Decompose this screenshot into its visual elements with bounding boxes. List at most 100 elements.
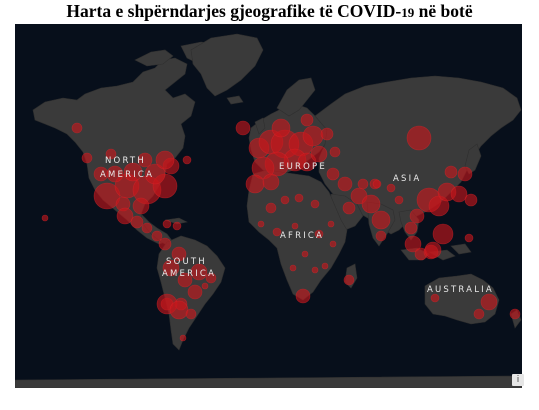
case-bubble[interactable] [123,162,143,182]
label-australia: AUSTRALIA [427,285,494,295]
map-title-number: 19 [401,5,415,20]
right-margin [522,24,539,410]
case-bubble[interactable] [406,125,432,151]
case-bubble[interactable] [301,250,309,258]
case-bubbles [41,113,521,342]
case-bubble[interactable] [185,308,197,320]
case-bubble[interactable] [155,150,175,170]
case-bubble[interactable] [424,241,442,259]
case-bubble[interactable] [473,308,485,320]
case-bubble[interactable] [444,165,458,179]
case-bubble[interactable] [271,118,291,138]
label-south-america-line1: SOUTH [166,257,207,267]
case-bubble[interactable] [190,263,208,281]
case-bubble[interactable] [314,229,324,239]
case-bubble[interactable] [81,152,93,164]
label-africa: AFRICA [280,231,324,241]
case-bubble[interactable] [357,178,369,190]
case-bubble[interactable] [162,219,172,229]
info-icon[interactable]: i [512,374,524,386]
case-bubble[interactable] [71,122,83,134]
case-bubble[interactable] [450,185,468,203]
case-bubble[interactable] [509,308,521,320]
case-bubble[interactable] [310,199,320,209]
case-bubble[interactable] [294,193,304,203]
case-bubble[interactable] [327,220,335,228]
label-asia: ASIA [393,174,421,184]
map-title-main: Harta e shpërndarjes gjeografike të COVI… [66,1,402,21]
world-map[interactable]: NORTH AMERICA EUROPE ASIA AFRICA SOUTH A… [15,24,522,388]
case-bubble[interactable] [141,222,153,234]
case-bubble[interactable] [205,272,217,284]
case-bubble[interactable] [179,334,187,342]
case-bubble[interactable] [130,215,144,229]
label-north-america-line2: AMERICA [100,170,154,180]
case-bubble[interactable] [404,235,422,253]
world-map-svg: NORTH AMERICA EUROPE ASIA AFRICA SOUTH A… [15,33,522,388]
case-bubble[interactable] [404,221,418,235]
case-bubble[interactable] [187,284,203,300]
land-caribbean [164,217,188,225]
case-bubble[interactable] [300,113,314,127]
label-south-america-line2: AMERICA [162,269,216,279]
case-bubble[interactable] [172,221,182,231]
case-bubble[interactable] [480,293,498,311]
case-bubble[interactable] [457,166,473,182]
case-bubble[interactable] [464,193,478,207]
case-bubble[interactable] [326,167,340,181]
case-bubble[interactable] [409,208,425,224]
case-bubble[interactable] [182,155,192,165]
case-bubble[interactable] [386,183,396,193]
case-bubble[interactable] [162,259,180,277]
case-bubble[interactable] [169,300,189,320]
map-title-tail: në botë [414,1,473,21]
case-bubble[interactable] [430,293,440,303]
case-bubble[interactable] [132,197,150,215]
case-bubble[interactable] [158,237,172,251]
case-bubble[interactable] [311,266,319,274]
case-bubble[interactable] [265,202,277,214]
case-bubble[interactable] [394,195,404,205]
case-bubble[interactable] [116,207,134,225]
case-bubble[interactable] [201,282,209,290]
case-bubble[interactable] [295,288,311,304]
land-africa [246,169,348,301]
case-bubble[interactable] [171,246,187,262]
case-bubble[interactable] [235,120,251,136]
case-bubble[interactable] [272,227,282,237]
case-bubble[interactable] [291,222,299,230]
case-bubble[interactable] [371,210,391,230]
case-bubble[interactable] [245,174,265,194]
case-bubble[interactable] [251,156,275,180]
land-british-isles [254,117,266,135]
case-bubble[interactable] [343,274,355,286]
case-bubble[interactable] [144,163,166,185]
case-bubble[interactable] [361,194,381,214]
case-bubble[interactable] [137,152,153,168]
case-bubble[interactable] [321,262,329,270]
case-bubble[interactable] [329,240,337,248]
case-bubble[interactable] [302,125,324,147]
case-bubble[interactable] [375,230,387,242]
case-bubble[interactable] [337,176,353,192]
case-bubble[interactable] [432,223,454,245]
case-bubble[interactable] [310,145,328,163]
land-japan [464,143,482,175]
land-greenland [190,33,264,97]
case-bubble[interactable] [93,166,109,182]
case-bubble[interactable] [262,173,280,191]
region-labels: NORTH AMERICA EUROPE ASIA AFRICA SOUTH A… [100,156,494,295]
case-bubble[interactable] [105,148,117,160]
case-bubble[interactable] [372,179,382,189]
case-bubble[interactable] [289,264,297,272]
case-bubble[interactable] [464,233,474,243]
case-bubble[interactable] [329,146,341,158]
case-bubble[interactable] [342,201,356,215]
land-iceland [226,95,244,105]
case-bubble[interactable] [320,127,334,141]
case-bubble[interactable] [257,220,265,228]
case-bubble[interactable] [41,214,49,222]
case-bubble[interactable] [280,195,290,205]
case-bubble[interactable] [151,230,163,242]
case-bubble[interactable] [177,272,193,288]
